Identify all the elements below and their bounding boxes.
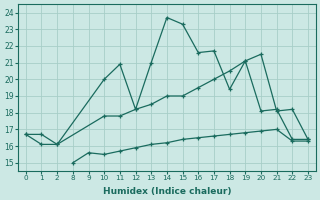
X-axis label: Humidex (Indice chaleur): Humidex (Indice chaleur): [103, 187, 231, 196]
